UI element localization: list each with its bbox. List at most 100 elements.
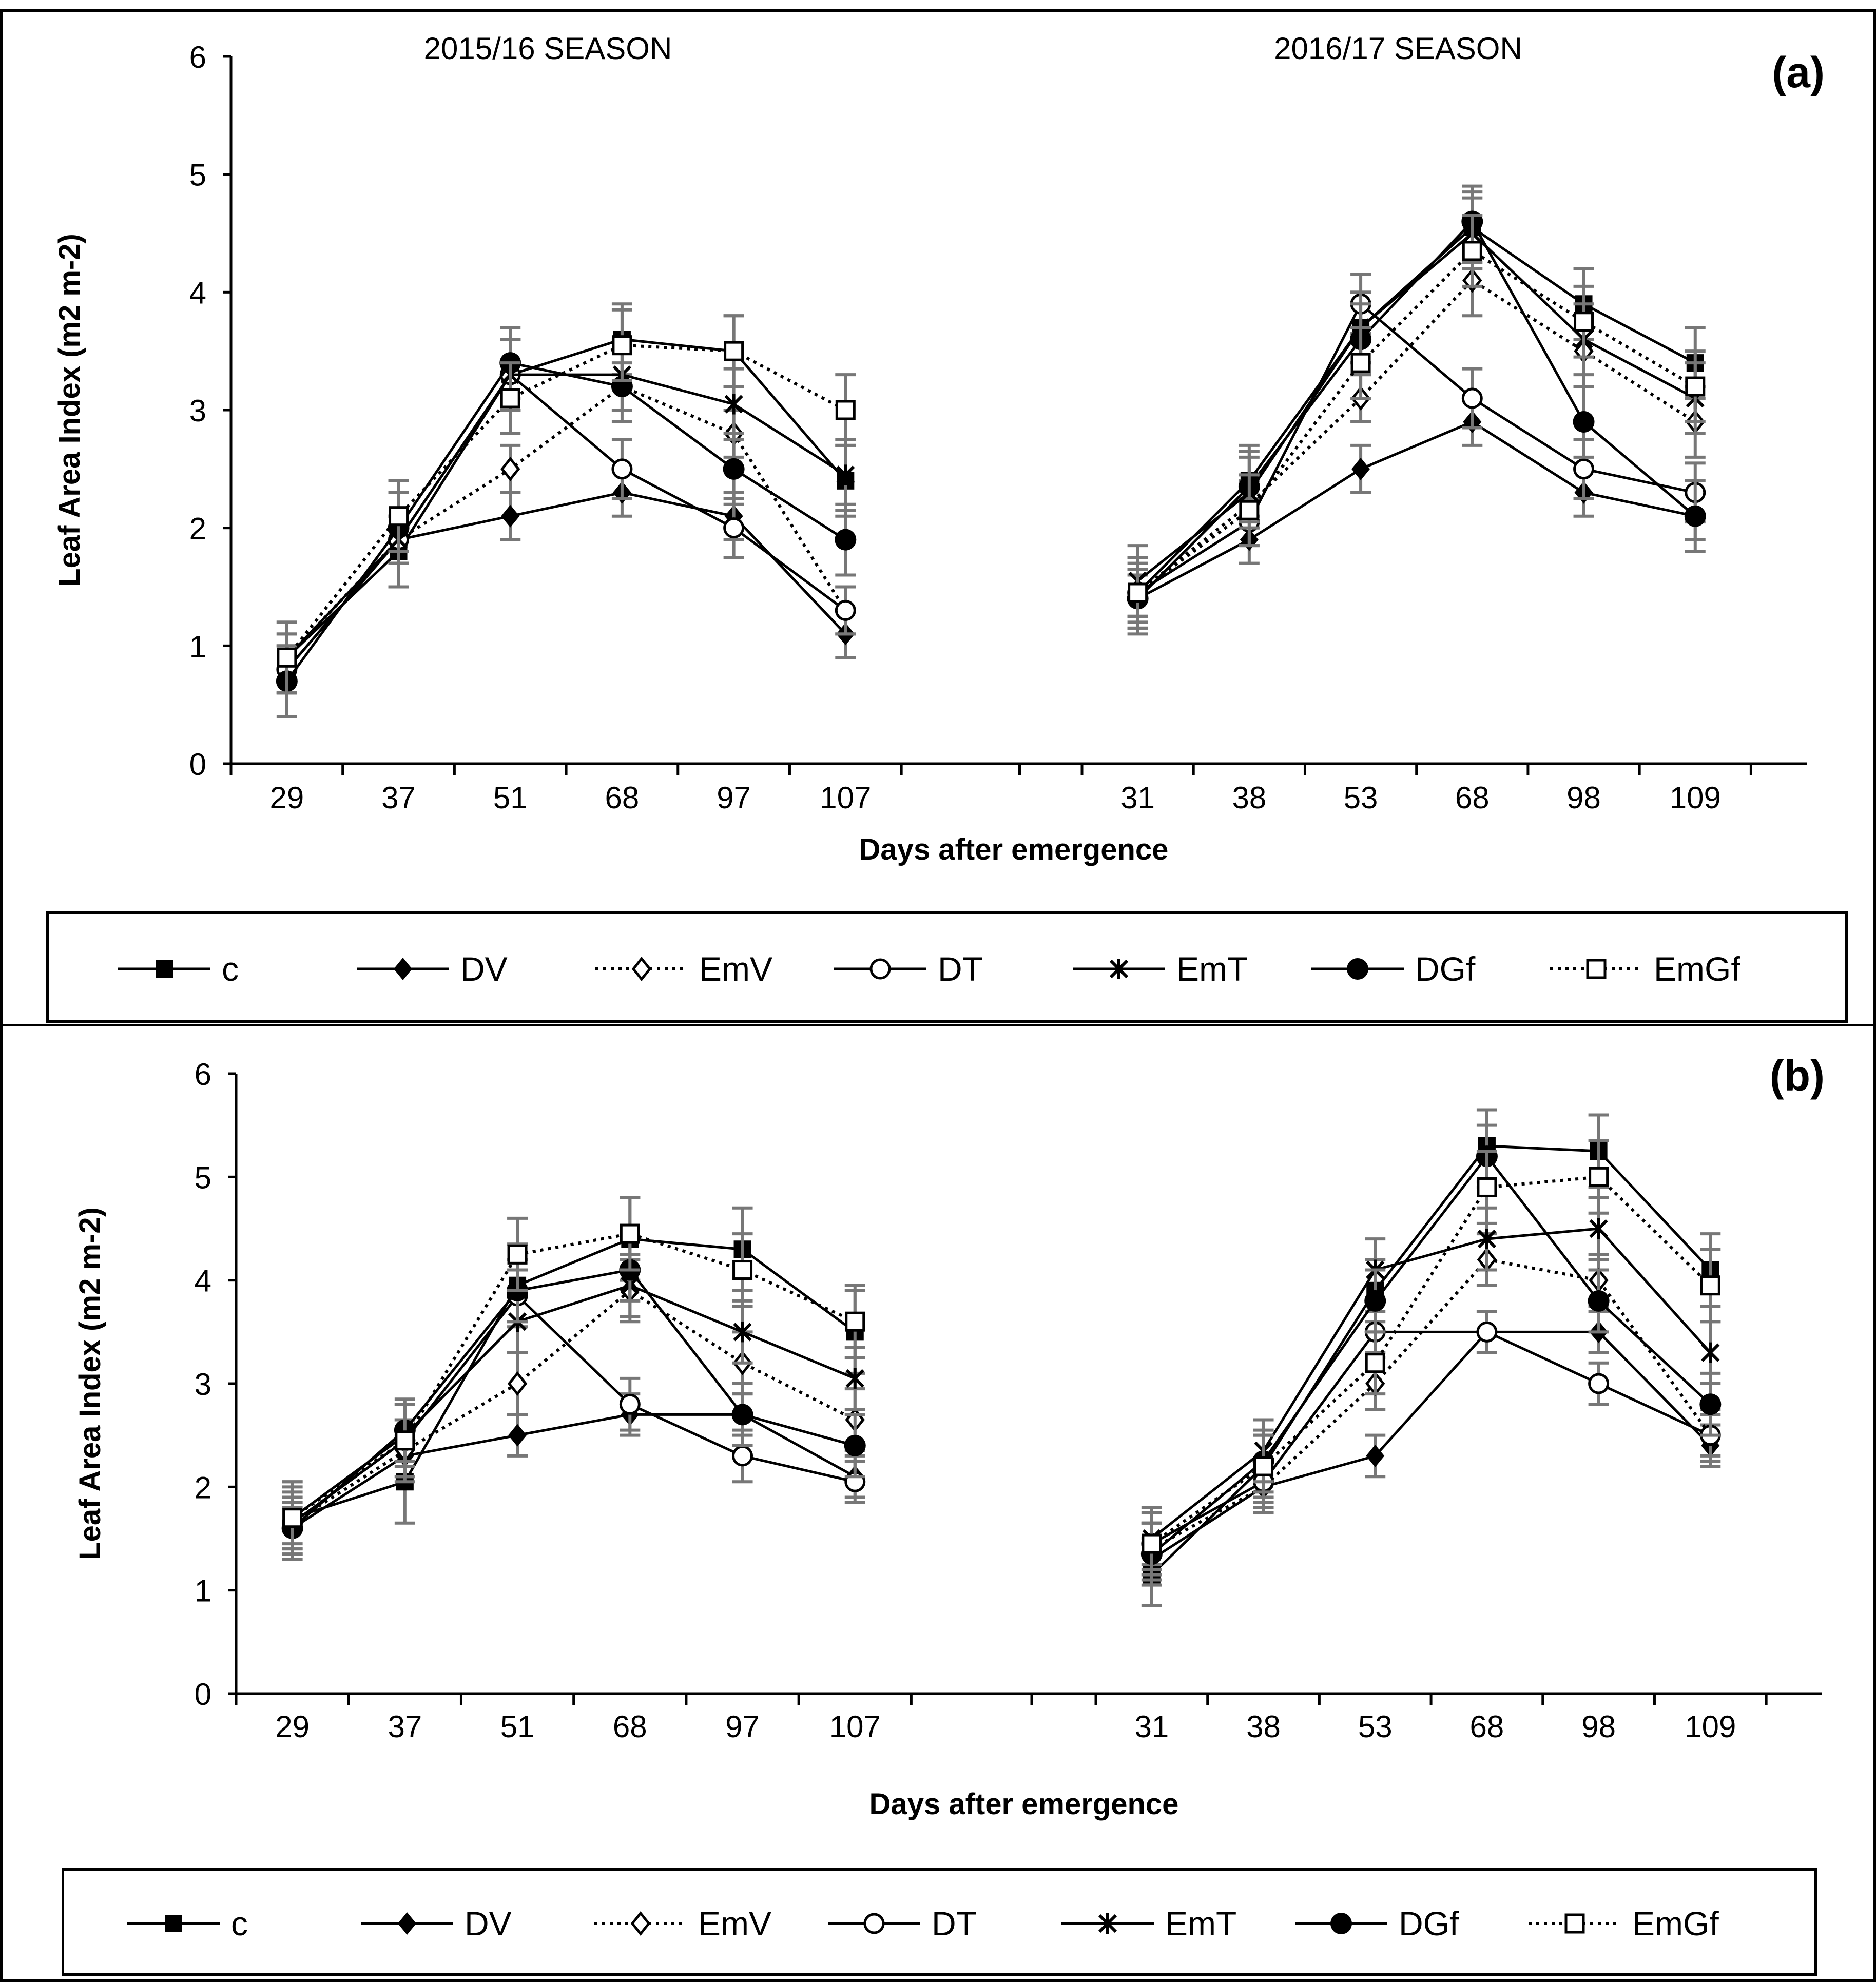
data-point-emgf — [277, 647, 297, 668]
legend-marker-dgf — [1347, 958, 1368, 980]
series-line-emv — [285, 384, 847, 659]
x-tick-label: 97 — [725, 1709, 760, 1744]
y-tick-label: 3 — [195, 1367, 211, 1402]
y-tick-label: 0 — [195, 1677, 211, 1712]
x-tick-label: 37 — [388, 1709, 422, 1744]
legend-label-emgf: EmGf — [1654, 950, 1740, 988]
x-tick-label: 38 — [1232, 781, 1266, 815]
panel-label: (b) — [1770, 1052, 1825, 1100]
legend-label-c: c — [231, 1905, 248, 1942]
data-point-dgf — [1573, 411, 1595, 433]
x-tick-label: 98 — [1581, 1709, 1616, 1744]
series-line-emgf — [285, 343, 846, 659]
series-dv — [1127, 397, 1706, 624]
series-line-emv — [1151, 1258, 1712, 1550]
data-point-emt — [1701, 1342, 1720, 1363]
data-point-dt — [835, 599, 856, 621]
legend-marker-dgf — [1330, 1913, 1352, 1934]
data-point-dgf — [1684, 505, 1706, 527]
x-tick-label: 68 — [605, 781, 640, 815]
data-point-emgf — [282, 1508, 303, 1528]
y-tick-label: 1 — [195, 1574, 211, 1608]
series-dt — [1141, 1310, 1721, 1566]
data-point-dt — [611, 458, 633, 480]
data-point-emgf — [395, 1430, 415, 1451]
series-line-emt — [286, 373, 846, 659]
x-tick-label: 109 — [1670, 781, 1721, 815]
x-tick-label: 51 — [500, 1709, 535, 1744]
x-tick-label: 38 — [1246, 1709, 1281, 1744]
legend-marker-dv — [398, 1912, 416, 1935]
series-dgf — [276, 326, 857, 718]
legend-label-emgf: EmGf — [1632, 1905, 1719, 1942]
series-line-c — [292, 1237, 856, 1520]
data-point-emgf — [724, 341, 744, 361]
data-point-emt — [845, 1368, 864, 1389]
y-tick-label: 1 — [189, 629, 206, 664]
series-line-dgf — [291, 1268, 856, 1529]
x-axis-label: Days after emergence — [869, 1787, 1179, 1821]
series-line-dt — [285, 373, 846, 670]
y-tick-label: 2 — [189, 512, 206, 546]
data-point-emgf — [1589, 1167, 1609, 1187]
series-line-dt — [1137, 302, 1696, 594]
series-dv — [282, 1392, 865, 1551]
y-tick-label: 4 — [189, 276, 206, 310]
series-emgf — [276, 308, 856, 695]
x-tick-label: 51 — [493, 781, 528, 815]
series-line-c — [1136, 225, 1696, 594]
data-point-dgf — [844, 1434, 866, 1456]
series-line-dv — [292, 1413, 856, 1529]
data-point-emt — [836, 464, 855, 485]
data-point-emgf — [1574, 312, 1594, 332]
data-point-emt — [733, 1322, 752, 1343]
data-point-emgf — [1462, 241, 1482, 261]
data-point-dgf — [1364, 1290, 1386, 1312]
data-point-dgf — [835, 529, 857, 551]
legend-label-emt: EmT — [1176, 950, 1248, 988]
series-line-emv — [291, 1289, 856, 1525]
data-point-emgf — [1350, 353, 1371, 373]
data-point-dv — [1366, 1444, 1385, 1467]
legend-marker-c — [165, 1915, 182, 1932]
series-dv — [1141, 1310, 1721, 1582]
series-line-dt — [1151, 1330, 1711, 1545]
data-point-emgf — [612, 335, 632, 356]
data-point-emgf — [1685, 376, 1706, 397]
series-c — [282, 1196, 865, 1556]
x-tick-label: 29 — [275, 1709, 310, 1744]
y-tick-label: 5 — [195, 1160, 211, 1195]
data-point-emgf — [1365, 1353, 1385, 1373]
data-point-emgf — [1253, 1456, 1274, 1476]
legend-label-dv: DV — [465, 1905, 512, 1942]
data-point-dgf — [731, 1404, 753, 1426]
legend-marker-dv — [394, 958, 412, 980]
series-emv — [276, 361, 856, 683]
data-point-dgf — [1699, 1393, 1722, 1415]
y-tick-label: 6 — [195, 1057, 211, 1092]
data-point-emgf — [1700, 1275, 1720, 1296]
x-tick-label: 37 — [381, 781, 416, 815]
y-tick-label: 2 — [195, 1470, 211, 1505]
series-line-emt — [292, 1284, 856, 1519]
data-point-emgf — [1128, 582, 1148, 603]
y-tick-label: 6 — [189, 40, 206, 74]
y-tick-label: 3 — [189, 394, 206, 428]
series-line-dgf — [1136, 219, 1696, 600]
legend-marker-emv — [630, 1911, 651, 1936]
data-point-dv — [508, 1424, 527, 1447]
x-tick-label: 53 — [1344, 781, 1378, 815]
x-tick-label: 53 — [1358, 1709, 1393, 1744]
x-tick-label: 97 — [717, 781, 751, 815]
series-c — [1127, 190, 1706, 630]
data-point-dt — [732, 1445, 753, 1467]
x-tick-label: 107 — [820, 781, 871, 815]
series-emt — [282, 1253, 865, 1551]
series-emgf — [282, 1196, 865, 1556]
series-line-dv — [285, 491, 847, 670]
series-emgf — [1141, 1139, 1721, 1577]
series-line-emt — [1151, 1227, 1712, 1540]
x-axis-label: Days after emergence — [859, 833, 1169, 866]
panel-a — [0, 9, 1876, 1028]
